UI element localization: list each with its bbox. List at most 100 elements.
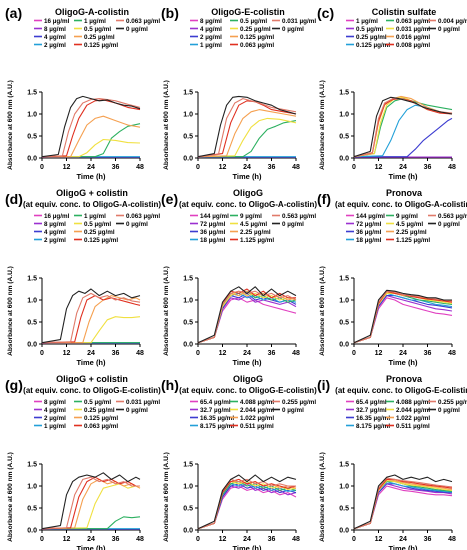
- series-line: [197, 286, 297, 344]
- y-tick-label: 1.0: [27, 298, 37, 305]
- chart-panel: (i) Pronova (at equiv. conc. to OligoG-E-c…: [317, 374, 467, 550]
- x-tick-label: 48: [448, 350, 456, 357]
- series-line: [353, 289, 452, 344]
- chart-title: OligoG-E-colistin: [211, 7, 285, 17]
- y-axis-label: Absorbance at 600 nm (A.U.): [319, 80, 326, 170]
- chart-subtitle: (at equiv. conc. to OligoG-E-colistin): [179, 386, 317, 395]
- legend-item: 0.008 µg/ml: [386, 42, 430, 49]
- legend-label: 0.25 µg/ml: [84, 229, 115, 236]
- legend-item: 0 µg/ml: [272, 26, 304, 33]
- y-tick-label: 1.0: [339, 484, 349, 491]
- x-tick-label: 0: [196, 536, 200, 543]
- legend-label: 16 µg/ml: [44, 213, 70, 220]
- chart-title: Pronova: [386, 374, 423, 384]
- x-axis-label: Time (h): [76, 172, 106, 181]
- legend-label: 0.511 µg/ml: [240, 423, 274, 430]
- chart-title: Pronova: [386, 188, 423, 198]
- legend-item: 4 µg/ml: [34, 229, 66, 236]
- legend-label: 8 µg/ml: [44, 399, 66, 406]
- legend-item: 0.031 µg/ml: [272, 18, 316, 25]
- legend-item: 0 µg/ml: [272, 221, 304, 228]
- legend-label: 2 µg/ml: [44, 237, 66, 244]
- legend-item: 0.063 µg/ml: [386, 18, 430, 25]
- legend-label: 0.5 µg/ml: [84, 399, 111, 406]
- x-tick-label: 0: [352, 350, 356, 357]
- series-line: [42, 115, 141, 158]
- legend-item: 32.7 µg/ml: [346, 407, 387, 414]
- y-tick-label: 1.0: [183, 298, 193, 305]
- legend-item: 18 µg/ml: [346, 237, 382, 244]
- y-tick-label: 1.5: [27, 276, 37, 283]
- legend-label: 2 µg/ml: [44, 42, 66, 49]
- series-line: [41, 476, 140, 530]
- series-line: [353, 98, 453, 158]
- legend-label: 0 µg/ml: [438, 26, 460, 33]
- legend-label: 0.255 µg/ml: [438, 399, 467, 406]
- series-line: [41, 292, 141, 344]
- legend-label: 8.175 µg/ml: [356, 423, 390, 430]
- chart-subtitle: (at equiv. conc. to OligoG-E-colistin): [23, 386, 161, 395]
- series-line: [42, 138, 141, 158]
- x-tick-label: 12: [375, 350, 383, 357]
- x-tick-label: 24: [243, 536, 251, 543]
- y-tick-label: 0.0: [27, 342, 37, 349]
- x-axis-label: Time (h): [388, 358, 418, 367]
- chart-subtitle: (at equiv. conc. to OligoG-A-colistin): [179, 200, 317, 209]
- legend-label: 0 µg/ml: [126, 407, 148, 414]
- x-tick-label: 12: [375, 164, 383, 171]
- y-tick-label: 1.5: [27, 462, 37, 469]
- panel-label: (d): [5, 191, 23, 207]
- x-axis-label: Time (h): [76, 358, 106, 367]
- y-tick-label: 0.0: [27, 528, 37, 535]
- x-tick-label: 36: [424, 536, 432, 543]
- x-tick-label: 12: [219, 350, 227, 357]
- x-tick-label: 0: [40, 536, 44, 543]
- panel-label: (e): [161, 191, 178, 207]
- legend-item: 0.5 µg/ml: [230, 18, 267, 25]
- legend-item: 2 µg/ml: [190, 34, 222, 41]
- y-tick-label: 1.5: [339, 462, 349, 469]
- legend-label: 4 µg/ml: [200, 26, 222, 33]
- y-tick-label: 1.5: [339, 90, 349, 97]
- series-line: [353, 292, 453, 344]
- y-tick-label: 0.0: [339, 528, 349, 535]
- legend-label: 0.25 µg/ml: [240, 26, 271, 33]
- legend-label: 2.25 µg/ml: [396, 229, 427, 236]
- y-axis-label: Absorbance at 600 nm (A.U.): [7, 266, 14, 356]
- legend-label: 1.125 µg/ml: [240, 237, 274, 244]
- panel-label: (b): [161, 5, 179, 21]
- legend-label: 4.5 µg/ml: [396, 221, 423, 228]
- legend-label: 32.7 µg/ml: [200, 407, 231, 414]
- x-tick-label: 24: [87, 350, 95, 357]
- series-line: [41, 476, 140, 530]
- y-tick-label: 0.5: [27, 506, 37, 513]
- legend-label: 4.088 µg/ml: [396, 399, 430, 406]
- y-tick-label: 0.0: [339, 156, 349, 163]
- legend-label: 0.031 µg/ml: [396, 26, 430, 33]
- legend-label: 0.125 µg/ml: [84, 42, 118, 49]
- chart-subtitle: (at equiv. conc. to OligoG-A-colistin): [335, 200, 467, 209]
- legend-item: 8.175 µg/ml: [346, 423, 390, 430]
- legend-item: 0 µg/ml: [116, 26, 148, 33]
- x-tick-label: 36: [112, 164, 120, 171]
- legend-item: 0.125 µg/ml: [74, 42, 118, 49]
- legend-item: 9 µg/ml: [386, 213, 418, 220]
- legend-label: 8.175 µg/ml: [200, 423, 234, 430]
- x-axis-label: Time (h): [76, 544, 106, 550]
- legend-label: 16 µg/ml: [44, 18, 70, 25]
- legend-label: 0 µg/ml: [282, 221, 304, 228]
- series-line: [42, 516, 141, 530]
- legend-label: 0.5 µg/ml: [84, 221, 111, 228]
- legend-item: 8 µg/ml: [190, 18, 222, 25]
- legend-item: 0.563 µg/ml: [428, 213, 467, 220]
- legend-label: 0.063 µg/ml: [126, 18, 160, 25]
- legend-item: 0.25 µg/ml: [74, 34, 115, 41]
- legend-label: 72 µg/ml: [200, 221, 226, 228]
- y-axis-label: Absorbance at 600 nm (A.U.): [163, 80, 170, 170]
- legend-item: 0.25 µg/ml: [230, 26, 271, 33]
- y-tick-label: 0.5: [339, 506, 349, 513]
- legend-label: 1 µg/ml: [44, 423, 66, 430]
- legend-item: 0.25 µg/ml: [74, 229, 115, 236]
